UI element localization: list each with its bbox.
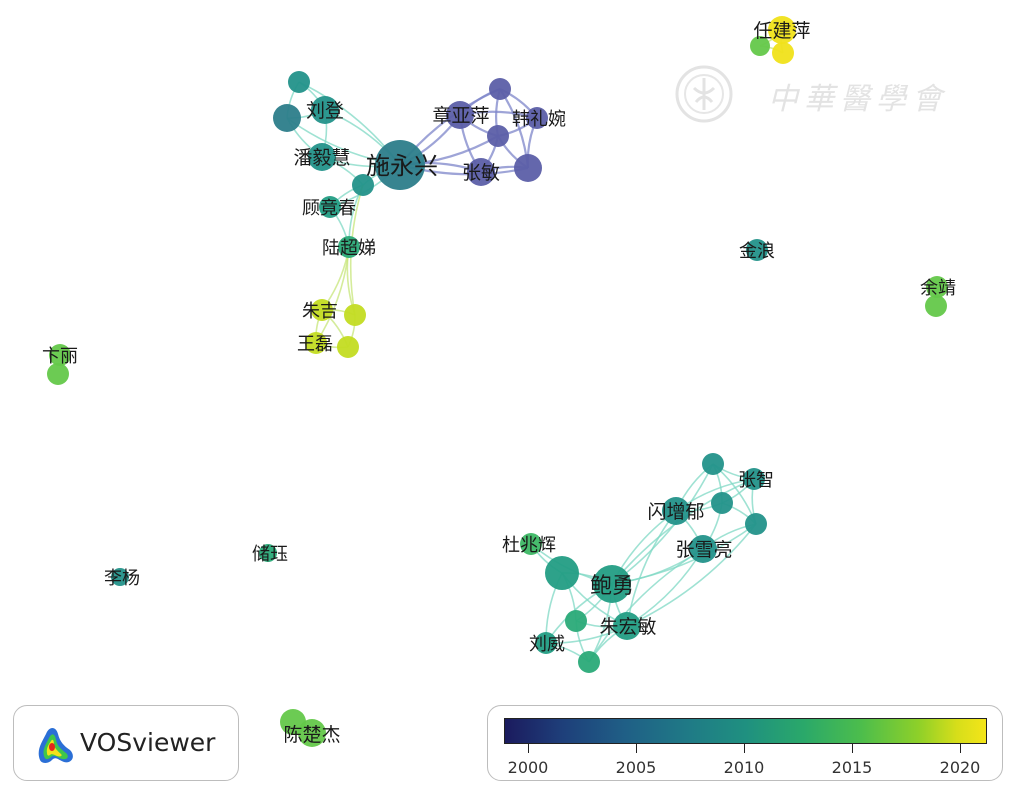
author-node[interactable]	[487, 125, 509, 147]
author-node-liu-deng[interactable]	[311, 96, 339, 124]
author-node-liu-wei[interactable]	[535, 632, 557, 654]
author-label-wang-lei: 王磊	[297, 334, 333, 355]
author-node[interactable]	[565, 610, 587, 632]
author-node-du-zhaohui[interactable]	[520, 533, 542, 555]
author-label-jin-lang: 金浪	[739, 241, 775, 262]
author-label-shi-yongxing: 施永兴	[366, 152, 438, 180]
author-node-bao-yong[interactable]	[593, 565, 631, 603]
author-node-wang-lei[interactable]	[305, 332, 327, 354]
scale-tick	[636, 744, 637, 753]
author-node[interactable]	[337, 336, 359, 358]
author-node-chu-yu[interactable]	[259, 544, 277, 562]
author-label-pan-yihui: 潘毅慧	[293, 147, 350, 169]
author-node-zhu-ji[interactable]	[311, 299, 333, 321]
author-node-zhang-xueliang[interactable]	[689, 535, 717, 563]
author-label-li-yang: 李杨	[104, 568, 140, 589]
author-node-yu-jing[interactable]	[926, 276, 948, 298]
author-node[interactable]	[545, 556, 579, 590]
coauthor-link	[626, 510, 677, 627]
author-node[interactable]	[745, 513, 767, 535]
scale-tick-label: 2010	[723, 758, 765, 777]
coauthor-link	[626, 523, 757, 627]
coauthor-link	[315, 246, 350, 344]
author-label-zhu-ji: 朱吉	[302, 301, 338, 322]
author-node[interactable]	[578, 651, 600, 673]
author-label-chu-yu: 储珏	[252, 544, 288, 565]
scale-tick-label: 2000	[507, 758, 549, 777]
author-label-liu-deng: 刘登	[306, 100, 344, 122]
author-node[interactable]	[344, 304, 366, 326]
author-node-zhang-min[interactable]	[467, 158, 495, 186]
author-label-zhang-zhi: 张智	[738, 470, 774, 491]
coauthor-link	[588, 548, 704, 663]
watermark-emblem-icon	[675, 65, 733, 123]
scale-tick	[960, 744, 961, 753]
author-node[interactable]	[489, 78, 511, 100]
author-node[interactable]	[273, 104, 301, 132]
author-node-gu-jingchun[interactable]	[319, 196, 341, 218]
author-node[interactable]	[288, 71, 310, 93]
author-label-zhang-xueliang: 张雪亮	[675, 539, 732, 561]
author-node[interactable]	[750, 36, 770, 56]
scale-tick-label: 2020	[939, 758, 981, 777]
author-node-shi-yongxing[interactable]	[375, 140, 425, 190]
author-node-zhang-yaping[interactable]	[446, 101, 474, 129]
author-label-ren-jianping: 任建萍	[753, 20, 810, 42]
author-label-du-zhaohui: 杜兆辉	[502, 535, 556, 556]
author-node-zhu-hongmin[interactable]	[613, 612, 641, 640]
year-color-scale: 2000 2005 2010 2015 2020	[487, 705, 1003, 781]
author-node-pan-yihui[interactable]	[308, 143, 336, 171]
scale-tick	[852, 744, 853, 753]
author-node-han-liwan[interactable]	[526, 107, 548, 129]
color-gradient-bar	[504, 718, 987, 744]
scale-tick	[744, 744, 745, 753]
author-node-chen-chujie[interactable]	[298, 719, 326, 747]
author-label-han-liwan: 韩礼婉	[512, 109, 566, 130]
author-node-li-yang[interactable]	[111, 568, 129, 586]
scale-tick-label: 2005	[615, 758, 657, 777]
author-node-jin-lang[interactable]	[746, 239, 768, 261]
author-node-yan-zengyu[interactable]	[662, 497, 690, 525]
author-label-yan-zengyu: 闪增郁	[647, 501, 704, 523]
author-node-ren-jianping[interactable]	[768, 16, 796, 44]
author-node[interactable]	[711, 492, 733, 514]
author-label-liu-wei: 刘威	[529, 634, 565, 655]
watermark-text: 中華醫學會	[768, 82, 948, 117]
author-node[interactable]	[514, 154, 542, 182]
author-node-zhang-zhi[interactable]	[743, 468, 765, 490]
author-node[interactable]	[47, 363, 69, 385]
scale-tick-label: 2015	[831, 758, 873, 777]
author-node-bian-li[interactable]	[49, 344, 71, 366]
author-node[interactable]	[702, 453, 724, 475]
author-node[interactable]	[352, 174, 374, 196]
watermark: 中華醫學會	[672, 62, 972, 126]
author-label-zhu-hongmin: 朱宏敏	[599, 616, 656, 638]
author-label-zhang-min: 张敏	[462, 162, 500, 184]
author-label-zhang-yaping: 章亚萍	[432, 105, 489, 127]
scale-tick	[528, 744, 529, 753]
vosviewer-heatmap-icon	[38, 728, 73, 763]
author-label-bian-li: 卞丽	[42, 346, 78, 367]
node-layer	[47, 16, 948, 747]
vosviewer-logo: VOSviewer	[13, 705, 239, 781]
vosviewer-logo-text: VOSviewer	[80, 728, 216, 757]
author-node[interactable]	[772, 42, 794, 64]
author-node[interactable]	[925, 295, 947, 317]
author-label-bao-yong: 鲍勇	[590, 574, 634, 599]
author-label-gu-jingchun: 顾竟春	[302, 198, 356, 219]
author-node-lu-chaoti[interactable]	[338, 236, 360, 258]
author-label-yu-jing: 余靖	[920, 278, 956, 299]
author-label-chen-chujie: 陈楚杰	[283, 724, 340, 746]
author-label-lu-chaoti: 陆超娣	[322, 238, 376, 259]
